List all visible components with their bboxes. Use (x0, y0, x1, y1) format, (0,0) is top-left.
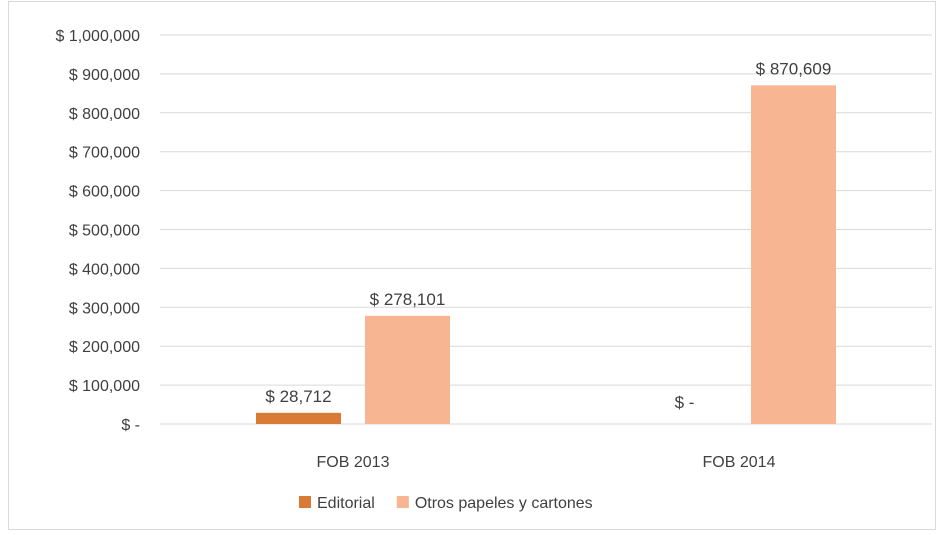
y-tick-label: $ 900,000 (69, 67, 140, 84)
bar (365, 315, 450, 424)
data-label: $ 278,101 (370, 290, 446, 309)
y-tick-label: $ 400,000 (69, 261, 140, 278)
y-tick-label: $ 600,000 (69, 184, 140, 201)
data-labels: $ 28,712 $ 278,101 $ - $ 870,609 (265, 59, 831, 412)
y-tick-label: $ 100,000 (69, 378, 140, 395)
y-tick-label: $ 500,000 (69, 223, 140, 240)
x-tick-label: FOB 2014 (703, 454, 776, 471)
legend-swatch (299, 496, 311, 508)
y-tick-label: $ 200,000 (69, 339, 140, 356)
y-tick-label: $ 800,000 (69, 106, 140, 123)
data-label: $ 870,609 (756, 59, 832, 78)
legend: Editorial Otros papeles y cartones (299, 495, 593, 512)
x-axis: FOB 2013 FOB 2014 (317, 454, 776, 471)
y-tick-label: $ 300,000 (69, 300, 140, 317)
data-label: $ 28,712 (265, 387, 331, 406)
bars (256, 85, 836, 424)
y-tick-label: $ - (121, 417, 140, 434)
legend-swatch (396, 496, 409, 508)
y-axis: $ - $ 100,000 $ 200,000 $ 300,000 $ 400,000 $… (55, 28, 140, 434)
x-tick-label: FOB 2013 (317, 454, 390, 471)
data-label: $ - (675, 393, 695, 412)
y-tick-label: $ 700,000 (69, 145, 140, 162)
bar (256, 412, 341, 424)
y-tick-label: $ 1,000,000 (55, 28, 140, 45)
legend-label: Editorial (317, 495, 375, 512)
bar (751, 85, 836, 424)
legend-label: Otros papeles y cartones (415, 495, 593, 512)
